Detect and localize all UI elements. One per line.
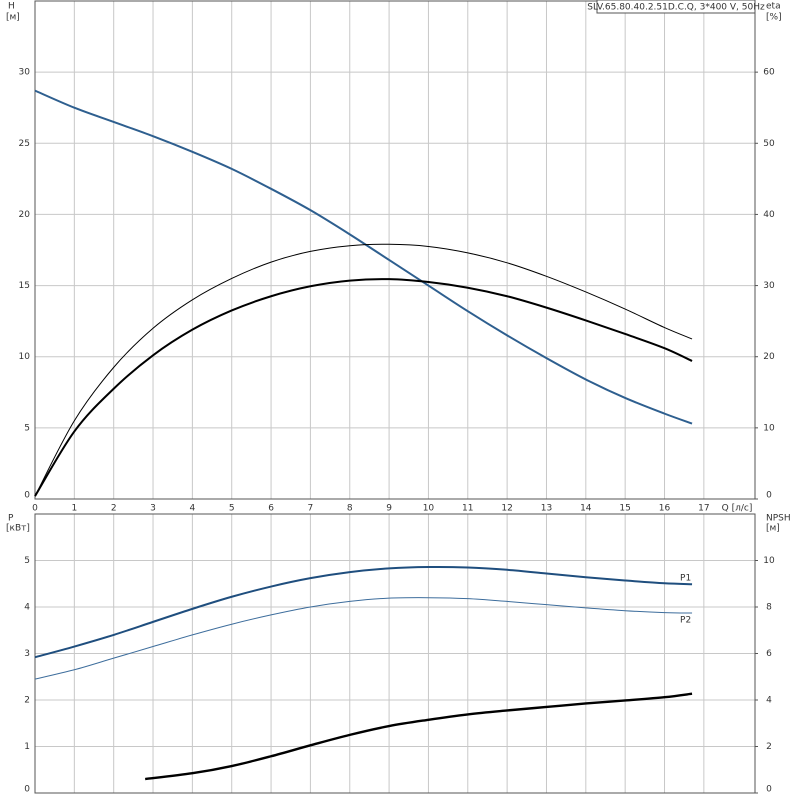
- y-tick-label: 0: [24, 785, 30, 795]
- y-tick-label: 2: [24, 696, 30, 706]
- x-tick-label: 0: [32, 504, 38, 514]
- y-axis-unit: [кВт]: [6, 524, 30, 534]
- curve: [145, 692, 693, 781]
- curve: [34, 89, 693, 425]
- x-tick-label: 12: [501, 504, 512, 514]
- curve: [34, 278, 693, 497]
- x-axis-label: Q [л/с]: [722, 504, 753, 514]
- y-tick-label: 15: [19, 281, 30, 291]
- y2-tick-label: 6: [766, 649, 772, 659]
- plot-frame: [34, 0, 756, 500]
- x-tick-label: 6: [268, 504, 274, 514]
- x-tick-label: 11: [462, 504, 473, 514]
- x-tick-label: 13: [541, 504, 552, 514]
- y2-axis-unit: [м]: [766, 524, 780, 534]
- x-tick-label: 4: [190, 504, 196, 514]
- y-tick-label: 0: [24, 491, 30, 501]
- y2-tick-label: 40: [763, 210, 775, 220]
- x-tick-label: 5: [229, 504, 235, 514]
- title-box: [596, 0, 756, 14]
- y-axis-label: P: [8, 514, 14, 524]
- y2-axis-label: NPSH: [766, 514, 791, 524]
- plot-frame: [34, 513, 756, 794]
- x-tick-label: 3: [150, 504, 156, 514]
- legend-label: P1: [680, 574, 691, 584]
- y2-tick-label: 50: [763, 139, 775, 149]
- x-tick-label: 14: [580, 504, 592, 514]
- y-axis-unit: [м]: [6, 13, 20, 23]
- x-tick-label: 7: [308, 504, 314, 514]
- x-tick-label: 1: [71, 504, 77, 514]
- x-tick-label: 2: [111, 504, 117, 514]
- curve: [34, 565, 693, 659]
- y-tick-label: 5: [24, 556, 30, 566]
- y-tick-label: 5: [24, 423, 30, 433]
- y2-tick-label: 0: [766, 785, 772, 795]
- y-tick-label: 30: [19, 68, 31, 78]
- y2-tick-label: 2: [766, 742, 772, 752]
- y2-tick-label: 60: [763, 68, 775, 78]
- curve: [34, 243, 693, 497]
- y-tick-label: 25: [19, 139, 30, 149]
- y-tick-label: 20: [19, 210, 31, 220]
- chart-title: SLV.65.80.40.2.51D.C.Q, 3*400 V, 50Hz: [587, 3, 765, 13]
- x-tick-label: 17: [698, 504, 709, 514]
- x-tick-label: 8: [347, 504, 353, 514]
- y2-tick-label: 8: [766, 603, 772, 613]
- x-tick-label: 15: [619, 504, 630, 514]
- x-tick-label: 10: [423, 504, 435, 514]
- y2-axis-unit: [%]: [766, 13, 782, 23]
- y2-tick-label: 30: [763, 281, 775, 291]
- y-tick-label: 4: [24, 603, 30, 613]
- y2-tick-label: 10: [763, 556, 775, 566]
- y-tick-label: 10: [19, 352, 31, 362]
- y2-tick-label: 4: [766, 696, 772, 706]
- y2-tick-label: 10: [763, 423, 775, 433]
- y-tick-label: 1: [24, 742, 30, 752]
- y2-tick-label: 0: [766, 491, 772, 501]
- curve: [34, 597, 693, 680]
- y2-tick-label: 20: [763, 352, 775, 362]
- x-tick-label: 9: [386, 504, 392, 514]
- x-tick-label: 16: [659, 504, 671, 514]
- y-tick-label: 3: [24, 649, 30, 659]
- y2-axis-label: eta: [766, 2, 781, 12]
- legend-label: P2: [680, 616, 691, 626]
- y-axis-label: H: [8, 2, 15, 12]
